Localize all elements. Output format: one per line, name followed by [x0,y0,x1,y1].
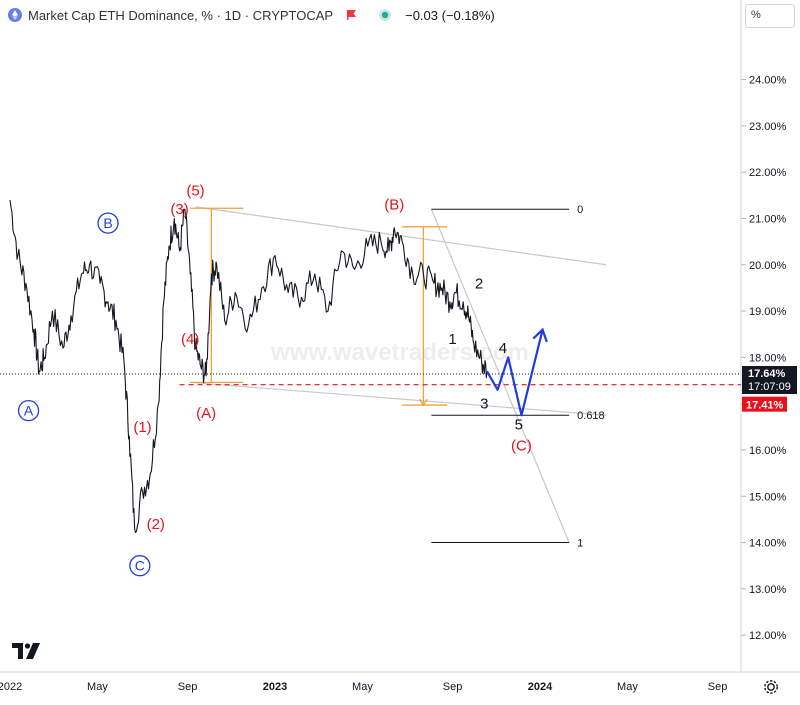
x-tick-label: 2024 [528,681,553,693]
watermark: www.wavetraders.com [270,339,529,366]
x-tick-label: 2022 [0,681,22,693]
y-tick-label: 13.00% [749,584,787,596]
current-price-label: 17.64% [748,368,786,380]
price-series-line [9,199,488,534]
wave-label: 3 [480,396,488,413]
y-tick-label: 12.00% [749,630,787,642]
y-tick-label: 19.00% [749,306,787,318]
fib-diagonal [430,208,570,543]
x-tick-label: Sep [178,681,198,693]
fib-level-label: 0.618 [577,410,605,422]
wave-label: (3) [170,201,188,218]
wave-circle [97,212,119,234]
y-tick-label: 16.00% [749,445,787,457]
wave-label: 2 [475,275,483,292]
wave-label: B [103,215,112,231]
wave-circle [129,555,151,577]
wave-label: (1) [133,419,151,436]
wave-label: (4) [181,331,199,348]
wave-label: (A) [196,405,216,422]
red-price-label: 17.41% [746,400,784,412]
price-change: −0.03 (−0.18%) [405,7,495,23]
x-tick-label: May [87,681,108,693]
wave-label: (C) [511,437,532,454]
fib-level-label: 0 [577,204,583,216]
measure2-arrowhead [418,398,428,407]
flag-icon[interactable] [345,9,357,21]
x-tick-label: May [352,681,373,693]
market-status-icon[interactable] [379,9,392,21]
wave-label: 4 [499,340,507,357]
wave-label: 1 [448,331,456,348]
countdown-label: 17:07:09 [748,381,791,393]
red-price-tag [742,396,787,412]
channel-lower-line [195,382,607,416]
x-tick-label: Sep [443,681,463,693]
x-tick-label: Sep [708,681,728,693]
wave-label: C [135,558,145,574]
wave-label: A [24,403,34,419]
current-price-tag [742,366,797,395]
y-tick-label: 21.00% [749,213,787,225]
x-tick-label: 2023 [263,681,287,693]
chart-header: Market Cap ETH Dominance, % · 1D · CRYPT… [0,0,740,30]
fib-level-label: 1 [577,538,583,550]
y-tick-label: 22.00% [749,167,787,179]
y-tick-label: 20.00% [749,260,787,272]
projection-arrowhead [532,327,548,343]
y-tick-label: 14.00% [749,538,787,550]
ethereum-icon [8,8,22,22]
wave-circle [17,399,40,422]
y-tick-label: 18.00% [749,352,787,364]
wave-label: (2) [147,516,165,533]
symbol-title[interactable]: Market Cap ETH Dominance, % · 1D · CRYPT… [28,7,334,23]
tradingview-logo-icon[interactable] [10,640,42,662]
scale-unit-box[interactable]: % [745,4,795,28]
projection-path [486,329,544,417]
y-tick-label: 15.00% [749,491,787,503]
wave-label: (5) [186,183,204,200]
x-tick-label: May [617,681,638,693]
wave-label: 5 [515,416,523,433]
wave-label: (B) [384,197,404,214]
y-tick-label: 24.00% [749,75,787,87]
gear-icon[interactable] [763,679,779,695]
y-tick-label: 23.00% [749,121,787,133]
